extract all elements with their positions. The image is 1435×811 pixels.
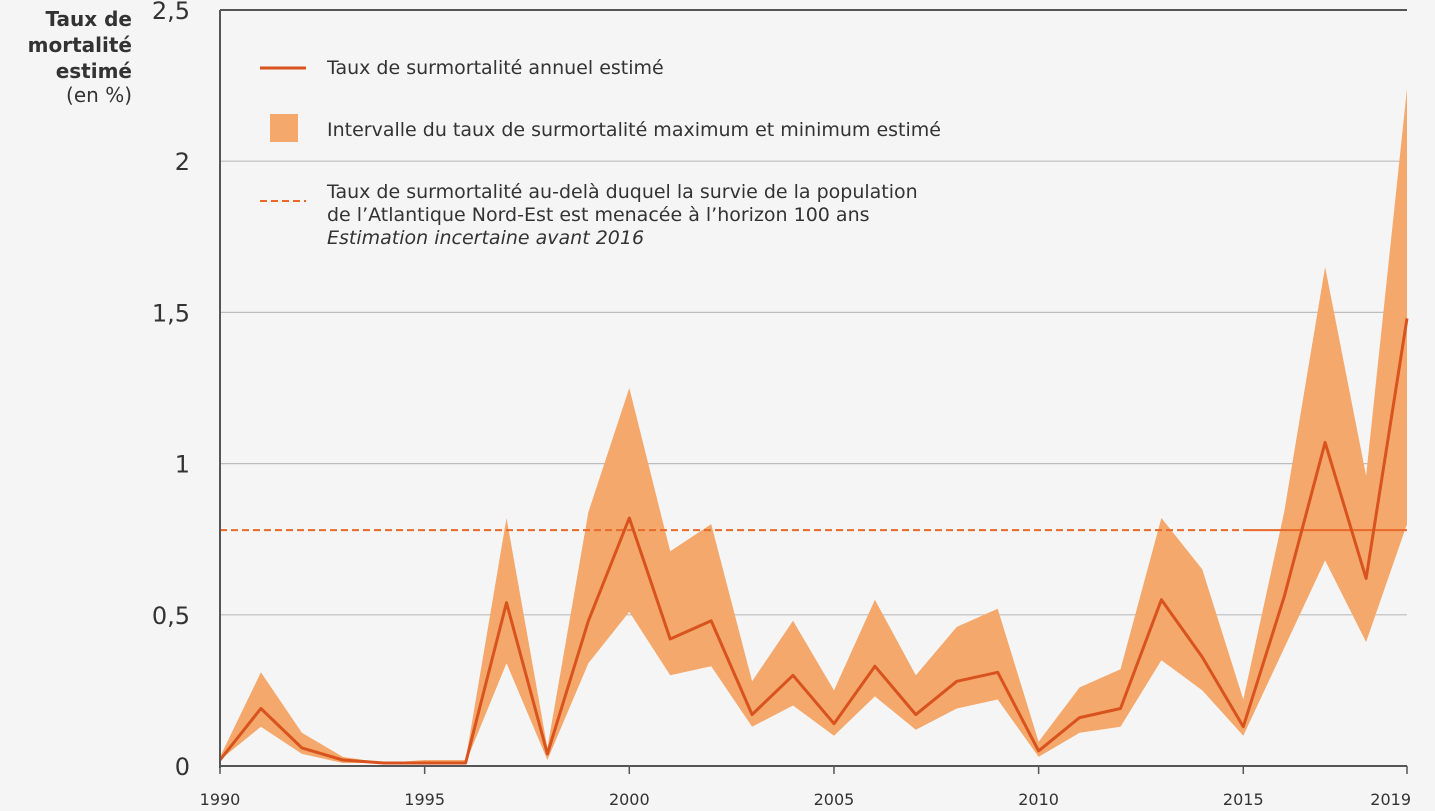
axes bbox=[219, 10, 1408, 774]
x-tick-label-6: 2019 bbox=[1370, 790, 1411, 809]
legend-threshold-note: Estimation incertaine avant 2016 bbox=[327, 227, 644, 249]
legend: Taux de surmortalité annuel estimé Inter… bbox=[260, 57, 941, 249]
y-axis-title-line-2: mortalité bbox=[28, 33, 132, 57]
x-tick-label-3: 2005 bbox=[814, 790, 855, 809]
grid-lines bbox=[220, 9, 1407, 616]
annual-rate-line bbox=[218, 318, 1409, 765]
y-axis-unit: (en %) bbox=[66, 83, 132, 107]
x-tick-label-5: 2015 bbox=[1223, 790, 1264, 809]
y-tick-label-2: 1 bbox=[175, 451, 190, 479]
y-tick-label-4: 2 bbox=[175, 148, 190, 176]
y-axis-title-line-3: estimé bbox=[56, 59, 132, 83]
legend-band-label: Intervalle du taux de surmortalité maxim… bbox=[327, 119, 941, 141]
x-tick-labels: 1990 1995 2000 2005 2010 2015 2019 bbox=[200, 790, 1411, 809]
interval-band bbox=[220, 88, 1407, 764]
legend-threshold-label-line-2: de l’Atlantique Nord-Est est menacée à l… bbox=[327, 204, 870, 226]
y-tick-label-3: 1,5 bbox=[152, 299, 190, 327]
annual-rate-line-layer bbox=[218, 318, 1409, 765]
legend-threshold-label-line-1: Taux de surmortalité au-delà duquel la s… bbox=[326, 181, 918, 203]
y-axis-title: Taux de mortalité estimé (en %) bbox=[28, 7, 132, 107]
legend-line-label: Taux de surmortalité annuel estimé bbox=[326, 57, 664, 79]
x-tick-label-1: 1995 bbox=[404, 790, 445, 809]
y-tick-label-0: 0 bbox=[175, 753, 190, 781]
y-tick-label-1: 0,5 bbox=[152, 602, 190, 630]
legend-band-swatch bbox=[270, 114, 298, 142]
x-tick-label-0: 1990 bbox=[200, 790, 241, 809]
y-tick-label-5: 2,5 bbox=[152, 0, 190, 25]
x-tick-label-4: 2010 bbox=[1018, 790, 1059, 809]
interval-band-layer bbox=[220, 88, 1407, 764]
y-axis-title-line-1: Taux de bbox=[45, 7, 132, 31]
x-tick-label-2: 2000 bbox=[609, 790, 650, 809]
y-tick-labels: 0 0,5 1 1,5 2 2,5 bbox=[152, 0, 190, 781]
